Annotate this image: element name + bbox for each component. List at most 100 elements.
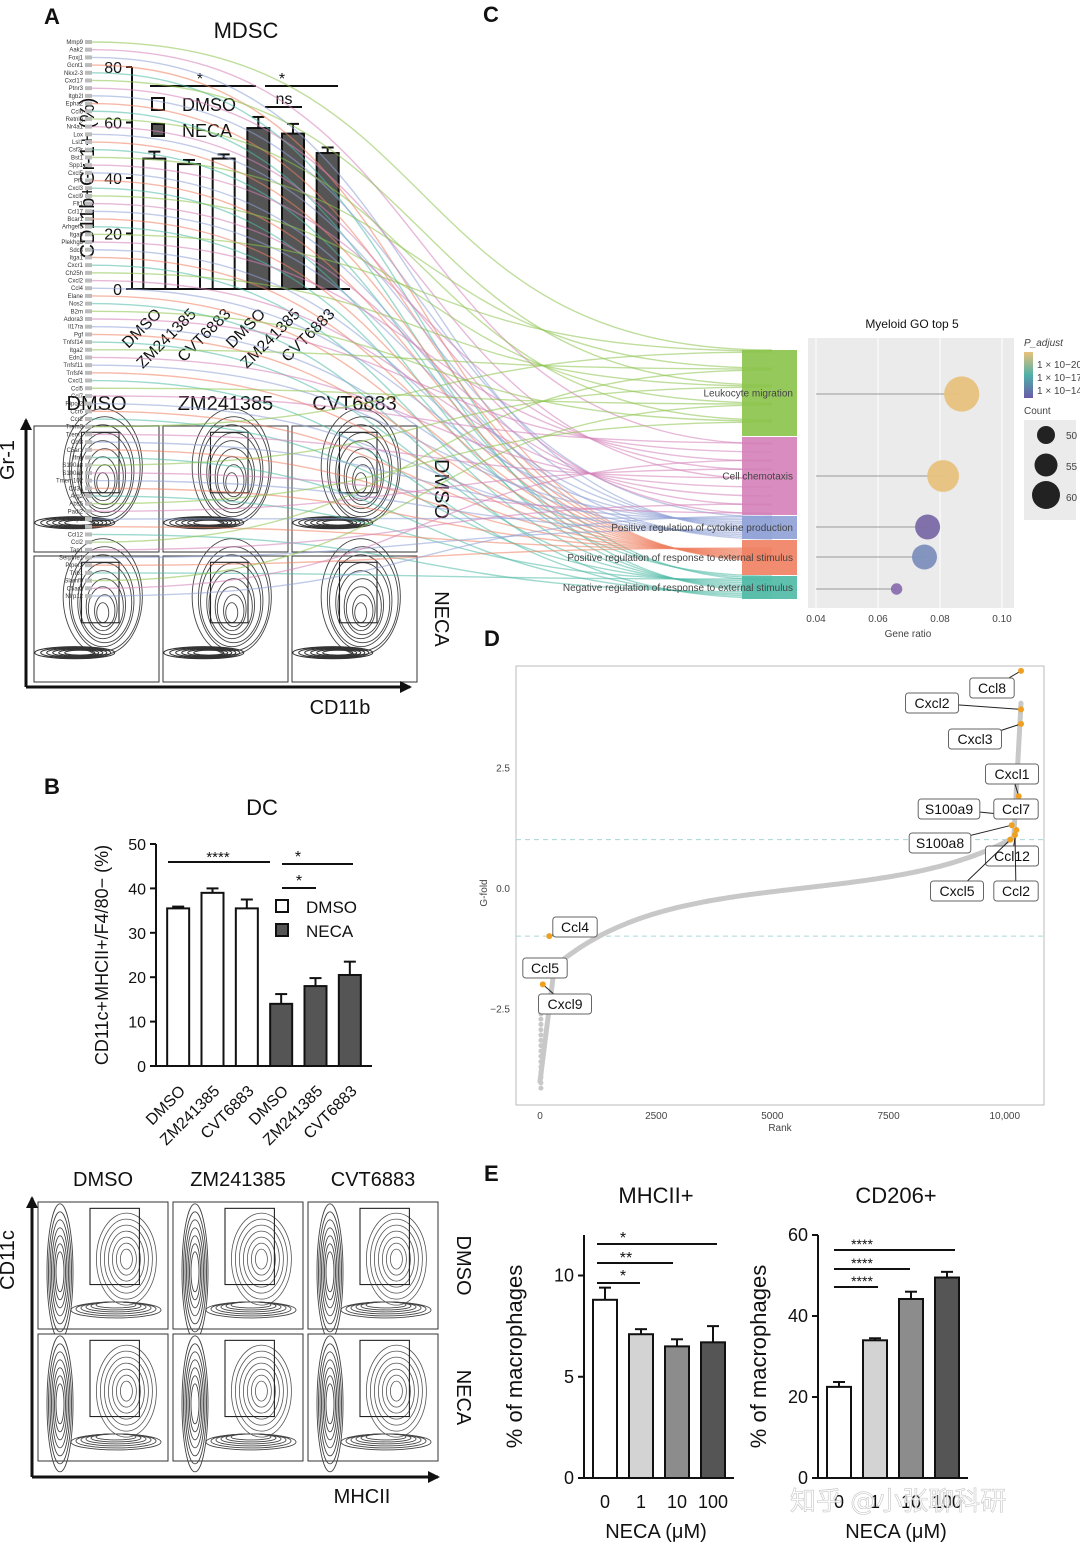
gene-node [85, 186, 92, 191]
contour-line [250, 1374, 272, 1408]
legend-title: P_adjust [1024, 338, 1064, 349]
gene-label: Itga1 [70, 255, 84, 261]
contour-line [184, 1351, 206, 1457]
dot [915, 514, 941, 540]
contour-line [254, 1380, 268, 1402]
contour-line [187, 1367, 203, 1441]
contour-line [318, 1343, 342, 1465]
gene-label: Ccl5 [71, 386, 84, 392]
gene-label: Epha2 [66, 102, 84, 108]
sig-mark: **** [851, 1255, 873, 1271]
gene-node [85, 270, 92, 275]
sankey-flow [91, 379, 773, 597]
gene-label: Ccl12 [68, 532, 84, 538]
contour-line [246, 1236, 276, 1282]
contour-line [85, 578, 124, 636]
gene-node [85, 409, 92, 414]
watermark: 知乎 @小张聊科研 [790, 1487, 1006, 1517]
gene-node [85, 547, 92, 552]
gene-node [85, 424, 92, 429]
contour-line [365, 1344, 427, 1438]
gene-label: Spp1 [69, 163, 84, 169]
x-tick-label: 1 [870, 1492, 880, 1512]
flow-plot [172, 1201, 304, 1341]
sankey-flow [91, 356, 773, 488]
flow-frame [33, 555, 160, 683]
gate [338, 431, 378, 494]
x-tick-label: 2500 [645, 1111, 668, 1122]
label-box [905, 692, 959, 714]
contour-line [373, 1356, 419, 1426]
y-tick-label: 5 [564, 1367, 574, 1387]
contour-line [389, 1380, 403, 1402]
point-label: Cxcl9 [547, 996, 582, 1012]
gene-node [85, 132, 92, 137]
gene-label: Slamf8 [64, 579, 83, 585]
contour-line [337, 570, 385, 640]
bar [862, 1339, 888, 1480]
gene-label: Ccl17 [68, 209, 84, 215]
gene-node [85, 340, 92, 345]
contour-line [87, 586, 118, 632]
x-tick-label: 7500 [877, 1111, 900, 1122]
sankey-flow [91, 456, 773, 595]
contour-line [34, 646, 116, 660]
gene-node [85, 216, 92, 221]
flow-y-label: Gr-1 [0, 440, 19, 480]
term-label: Positive regulation of cytokine producti… [611, 523, 793, 534]
contour-line [321, 1359, 339, 1449]
flow-row-label: NECA [452, 1370, 474, 1426]
contour-line [116, 1242, 137, 1276]
y-tick-label: 0 [564, 1468, 574, 1488]
contour-line [48, 1211, 72, 1333]
gene-label: Aak2 [69, 48, 83, 54]
contour-line [183, 1211, 207, 1333]
y-tick-label: 50 [128, 837, 146, 854]
gene-node [85, 63, 92, 68]
contour-line [223, 594, 245, 628]
contour-line [190, 1383, 200, 1425]
sankey-flow [91, 395, 773, 444]
gene-label: Tnfsf14 [63, 340, 84, 346]
gene-node [85, 470, 92, 475]
gene-label: Ch25h [65, 271, 83, 277]
sankey-flow [91, 48, 773, 445]
contour-line [381, 1368, 411, 1414]
contour-line [381, 1236, 411, 1282]
plot-bg [808, 338, 1014, 608]
contour-line [369, 1350, 423, 1432]
contour-line [183, 1343, 207, 1465]
panel-letter-b: B [44, 774, 60, 799]
gene-node [85, 124, 92, 129]
gene-node [85, 447, 92, 452]
sankey-flow [91, 479, 773, 532]
flow-plot [162, 538, 289, 683]
flow-frame [162, 425, 289, 553]
sankey-flow [91, 468, 773, 513]
rank-point [538, 1043, 544, 1049]
flow-plot [291, 538, 418, 683]
chart-title: CD206+ [855, 1183, 936, 1208]
legend-dot [1034, 453, 1058, 477]
contour-line [369, 1218, 423, 1300]
gene-node [85, 201, 92, 206]
flow-x-arrow [400, 681, 412, 693]
contour-line [104, 1224, 149, 1294]
contour-line [79, 440, 126, 510]
flow-y-arrow [26, 1196, 38, 1208]
contour-line [352, 594, 374, 628]
gene-label: B2m [71, 309, 83, 315]
contour-line [230, 1301, 272, 1309]
gate [89, 1207, 140, 1286]
sankey-flow [91, 210, 773, 527]
gene-node [85, 301, 92, 306]
contour-line [345, 586, 376, 632]
gene-label: Pf4 [74, 179, 84, 185]
gene-label: Fn3e [69, 525, 83, 531]
x-tick-label: 0.08 [930, 614, 950, 625]
contour-line [58, 648, 100, 657]
gene-label: Elane [68, 294, 84, 300]
gene-label: Ccl8 [71, 440, 84, 446]
contour-line [181, 1335, 209, 1473]
contour-line [71, 554, 135, 648]
